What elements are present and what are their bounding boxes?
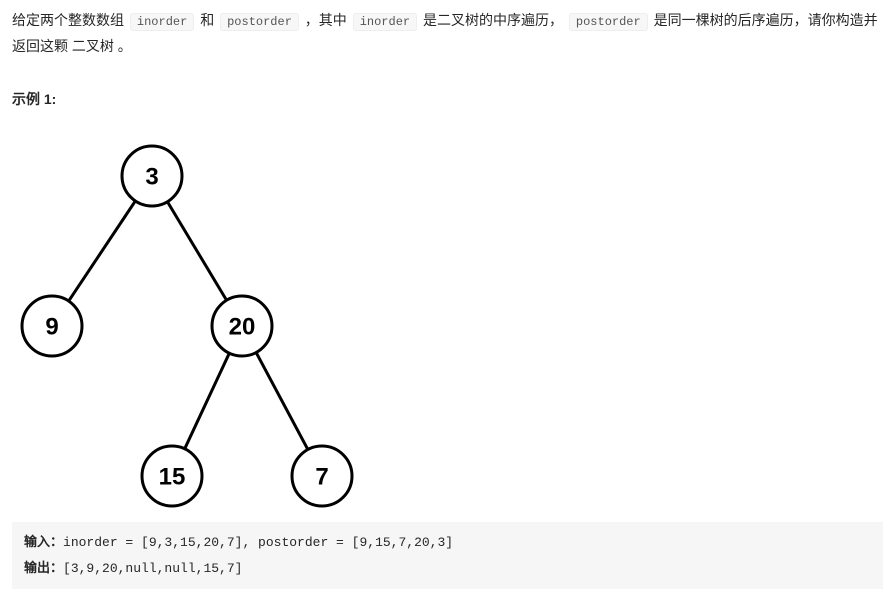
tree-edge [167, 202, 226, 301]
example-title: 示例 1: [12, 87, 883, 112]
code-postorder-1: postorder [220, 13, 299, 31]
problem-description: 给定两个整数数组 inorder 和 postorder ，其中 inorder… [12, 8, 883, 59]
desc-text-3: ，其中 [301, 12, 351, 28]
desc-text-2: 和 [196, 12, 218, 28]
input-text: inorder = [9,3,15,20,7], postorder = [9,… [63, 535, 453, 550]
tree-edge [69, 201, 136, 301]
input-label: 输入： [24, 534, 63, 549]
tree-node-label: 9 [45, 313, 58, 340]
tree-node-label: 15 [159, 463, 186, 490]
output-line: 输出：[3,9,20,null,null,15,7] [24, 556, 871, 582]
tree-node-label: 20 [229, 313, 256, 340]
code-postorder-2: postorder [569, 13, 648, 31]
input-line: 输入：inorder = [9,3,15,20,7], postorder = … [24, 530, 871, 556]
tree-node-label: 3 [145, 163, 158, 190]
tree-edge [256, 352, 308, 449]
example-io-block: 输入：inorder = [9,3,15,20,7], postorder = … [12, 522, 883, 589]
tree-svg: 3 9 20 15 7 [12, 126, 382, 516]
desc-text-4: 是二叉树的中序遍历， [419, 12, 567, 28]
tree-node-label: 7 [315, 463, 328, 490]
output-text: [3,9,20,null,null,15,7] [63, 561, 242, 576]
tree-edge [185, 353, 230, 449]
code-inorder-1: inorder [130, 13, 194, 31]
tree-diagram: 3 9 20 15 7 [12, 126, 883, 516]
code-inorder-2: inorder [353, 13, 417, 31]
output-label: 输出： [24, 560, 63, 575]
desc-text-1: 给定两个整数数组 [12, 12, 128, 28]
